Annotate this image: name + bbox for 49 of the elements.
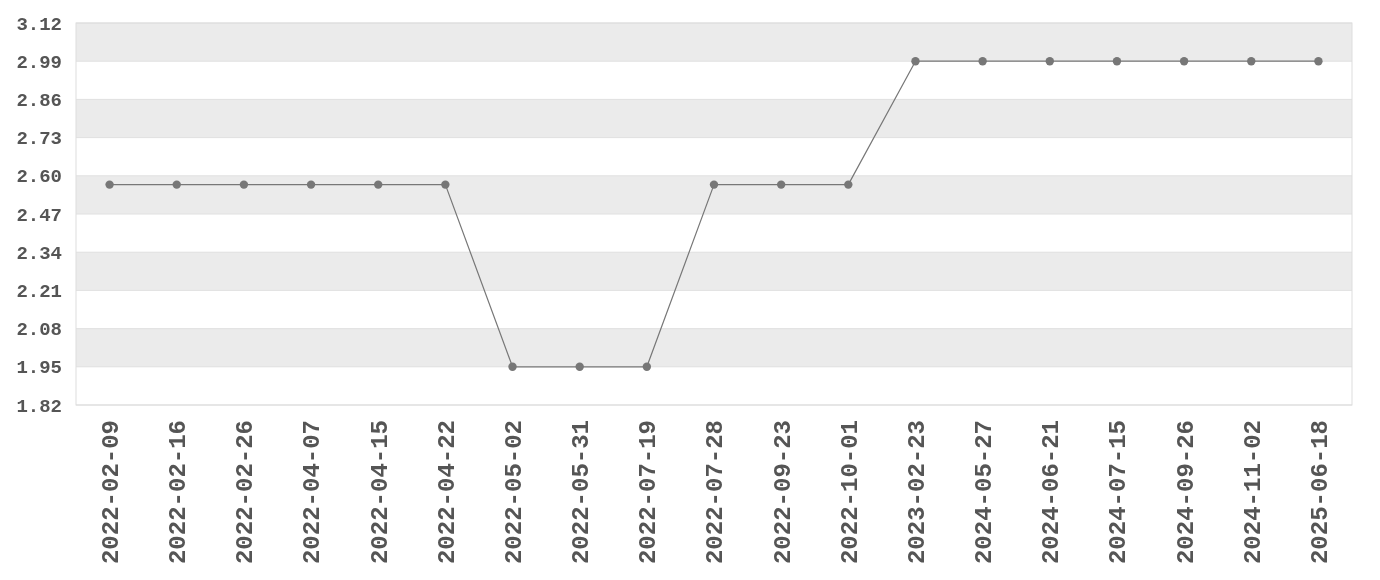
y-tick-label: 1.82 [16, 395, 62, 418]
point [374, 180, 383, 189]
x-tick-label: 2022-07-19 [635, 420, 663, 565]
y-tick-label: 1.95 [16, 357, 62, 380]
y-tick-label: 3.12 [16, 13, 62, 36]
x-tick-label: 2024-07-15 [1105, 420, 1133, 565]
x-tick-label: 2022-10-01 [836, 420, 864, 565]
y-tick-label: 2.47 [16, 204, 62, 227]
point [642, 362, 652, 371]
point [911, 57, 920, 66]
x-tick-label: 2024-11-02 [1239, 420, 1267, 565]
x-tick-label: 2024-09-26 [1172, 420, 1200, 565]
x-tick-label: 2022-02-16 [165, 420, 193, 565]
x-tick-label: 2023-02-23 [903, 420, 931, 565]
point [978, 57, 987, 66]
x-tick-label: 2025-06-18 [1306, 420, 1334, 565]
x-tick-label: 2022-02-26 [232, 420, 260, 565]
point [776, 180, 786, 189]
x-tick-label: 2022-05-02 [500, 420, 528, 565]
y-tick-label: 2.86 [16, 90, 62, 113]
x-tick-label: 2024-06-21 [1038, 420, 1066, 565]
x-tick-label: 2022-07-28 [702, 420, 730, 565]
point [306, 180, 316, 189]
y-tick-label: 2.21 [16, 281, 62, 304]
y-tick-label: 2.60 [16, 166, 62, 189]
point [508, 362, 517, 371]
point [441, 180, 450, 189]
point [1045, 57, 1054, 66]
point [575, 362, 584, 371]
point [844, 180, 853, 189]
point [1112, 57, 1122, 66]
point [1314, 57, 1323, 66]
x-tick-label: 2022-04-22 [433, 420, 461, 565]
x-tick-label: 2022-09-23 [769, 420, 797, 565]
point [709, 180, 719, 189]
point [1247, 57, 1256, 66]
point [105, 180, 114, 189]
y-tick-label: 2.34 [16, 242, 62, 265]
y-tick-label: 2.73 [16, 128, 62, 151]
x-tick-label: 2022-05-31 [568, 420, 596, 565]
point [1179, 57, 1189, 66]
y-tick-label: 2.08 [16, 319, 62, 342]
y-tick-label: 2.99 [16, 51, 62, 74]
point [172, 180, 181, 189]
point [239, 180, 249, 189]
x-tick-label: 2024-05-27 [971, 420, 999, 565]
x-tick-label: 2022-04-15 [366, 420, 394, 565]
x-tick-label: 2022-04-07 [299, 420, 327, 565]
x-tick-label: 2022-02-09 [97, 420, 125, 565]
